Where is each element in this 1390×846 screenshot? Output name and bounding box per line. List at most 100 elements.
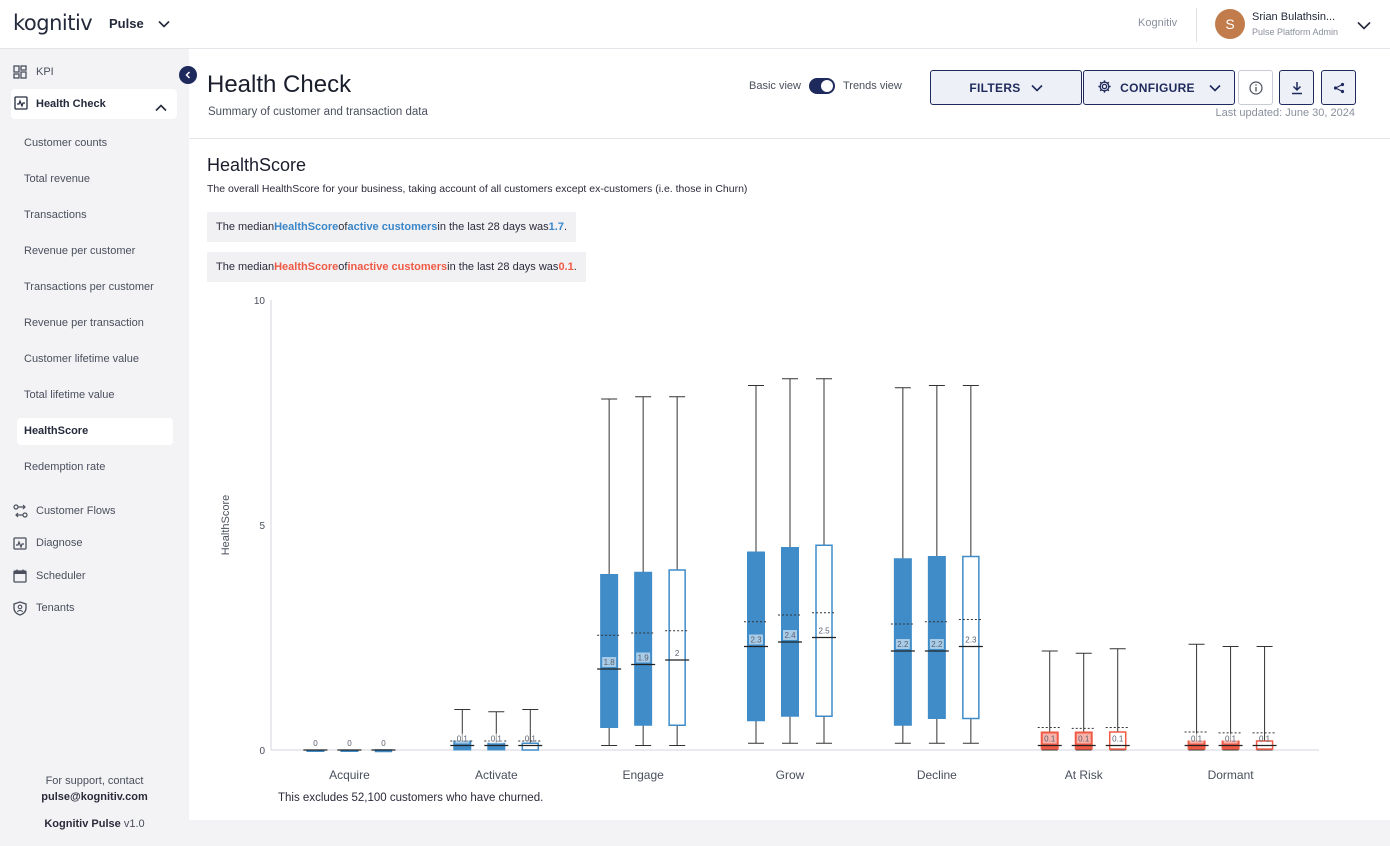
sidebar-item-label: Scheduler bbox=[36, 570, 86, 582]
chevron-down-icon bbox=[158, 16, 170, 31]
sidebar-item-scheduler[interactable]: Scheduler bbox=[12, 568, 86, 584]
sidebar-item-diagnose[interactable]: Diagnose bbox=[12, 535, 82, 551]
sidebar-subitem[interactable]: Redemption rate bbox=[24, 461, 106, 473]
download-icon bbox=[1291, 81, 1302, 94]
section-title: HealthScore bbox=[207, 155, 307, 175]
support-email-link[interactable]: pulse@kognitiv.com bbox=[41, 791, 148, 803]
download-button[interactable] bbox=[1279, 70, 1314, 105]
sidebar-subitem[interactable]: Total revenue bbox=[24, 173, 91, 185]
median-label: 0.1 bbox=[491, 735, 503, 744]
sidebar-item-kpi[interactable]: KPI bbox=[12, 64, 54, 80]
sidebar-subitem[interactable]: Total lifetime value bbox=[24, 389, 115, 401]
dashboard-icon bbox=[12, 64, 28, 80]
sidebar-item-label: Customer Flows bbox=[36, 505, 116, 517]
median-label: 1.9 bbox=[638, 654, 650, 663]
sidebar-item-health-check[interactable]: Health Check bbox=[11, 89, 177, 119]
configure-button[interactable]: CONFIGURE bbox=[1083, 70, 1235, 105]
x-tick-label: Engage bbox=[622, 768, 664, 782]
sidebar-subitem[interactable]: Revenue per customer bbox=[24, 245, 136, 257]
median-label: 2.5 bbox=[818, 627, 830, 636]
box-filled bbox=[600, 574, 619, 728]
product-version: Kognitiv Pulse v1.0 bbox=[0, 818, 189, 830]
sidebar-subitem[interactable]: Transactions per customer bbox=[24, 281, 154, 293]
avatar[interactable]: S bbox=[1215, 9, 1245, 39]
shield-user-icon bbox=[12, 600, 28, 616]
median-label-bg bbox=[489, 733, 504, 744]
view-toggle[interactable]: Basic view Trends view bbox=[749, 78, 902, 94]
sidebar-item-label: Diagnose bbox=[36, 537, 83, 549]
sidebar-subitem[interactable]: Customer counts bbox=[24, 137, 108, 149]
median-label-bg bbox=[1042, 733, 1057, 744]
box-filled bbox=[487, 742, 506, 751]
share-button[interactable] bbox=[1321, 70, 1356, 105]
filters-label: FILTERS bbox=[969, 80, 1021, 95]
top-bar: kognitiv Pulse Kognitiv S Srian Bulathsi… bbox=[0, 0, 1390, 49]
median-label: 0.1 bbox=[1112, 735, 1124, 744]
share-icon bbox=[1333, 82, 1344, 93]
info-icon bbox=[1248, 80, 1263, 95]
median-label-bg bbox=[1076, 733, 1091, 744]
sidebar-item-customer-flows[interactable]: Customer Flows bbox=[12, 503, 115, 519]
box-outline bbox=[815, 544, 833, 717]
x-tick-label: Decline bbox=[917, 768, 957, 782]
sidebar-subitem[interactable]: Customer lifetime value bbox=[24, 353, 139, 365]
sidebar-item-label: KPI bbox=[36, 66, 54, 78]
collapse-sidebar-button[interactable] bbox=[179, 66, 197, 84]
inactive-median-callout: The median HealthScore of inactive custo… bbox=[207, 252, 586, 282]
median-label-bg bbox=[455, 733, 470, 744]
sidebar-item-tenants[interactable]: Tenants bbox=[12, 600, 75, 616]
kognitiv-logo[interactable]: kognitiv bbox=[13, 11, 93, 35]
chevron-left-icon bbox=[185, 71, 191, 79]
info-button[interactable] bbox=[1238, 70, 1273, 105]
sidebar-subitem[interactable]: Revenue per transaction bbox=[24, 317, 144, 329]
section-description: The overall HealthScore for your busines… bbox=[207, 183, 748, 195]
sidebar-item-label: Tenants bbox=[36, 602, 75, 614]
box-outline bbox=[668, 569, 686, 726]
app-name: Pulse bbox=[109, 16, 144, 31]
median-label-bg bbox=[1189, 733, 1204, 744]
active-median-callout: The median HealthScore of active custome… bbox=[207, 212, 577, 242]
median-label-bg bbox=[929, 639, 944, 649]
sidebar-subitem[interactable]: Transactions bbox=[24, 209, 87, 221]
median-label: 0 bbox=[347, 739, 352, 748]
y-axis-label: HealthScore bbox=[220, 495, 232, 556]
median-label-bg bbox=[636, 652, 651, 663]
median-label: 0 bbox=[313, 739, 318, 748]
y-tick-label: 5 bbox=[259, 521, 265, 532]
median-label: 0.1 bbox=[525, 735, 537, 744]
chevron-down-icon bbox=[1209, 81, 1221, 95]
gear-icon bbox=[1097, 79, 1112, 97]
chevron-down-icon bbox=[1031, 81, 1043, 95]
box-outline bbox=[1108, 731, 1127, 750]
divider bbox=[1196, 8, 1197, 42]
median-label: 2 bbox=[675, 649, 680, 658]
footer-band bbox=[189, 820, 1390, 846]
median-label: 2.4 bbox=[784, 631, 796, 640]
trends-view-label: Trends view bbox=[842, 80, 902, 92]
user-role: Pulse Platform Admin bbox=[1252, 27, 1339, 37]
churn-footnote: This excludes 52,100 customers who have … bbox=[278, 792, 544, 804]
median-label: 2.2 bbox=[931, 640, 943, 649]
median-label: 0.1 bbox=[1078, 735, 1090, 744]
median-label-bg bbox=[783, 630, 797, 640]
x-tick-label: At Risk bbox=[1065, 768, 1104, 782]
box-outline bbox=[521, 742, 540, 751]
user-name[interactable]: Srian Bulathsin... bbox=[1252, 11, 1336, 23]
app-switcher[interactable]: Pulse bbox=[109, 16, 170, 31]
median-label: 0.1 bbox=[1191, 735, 1203, 744]
x-tick-label: Activate bbox=[475, 768, 518, 782]
filters-button[interactable]: FILTERS bbox=[930, 70, 1082, 105]
median-label: 0.1 bbox=[1225, 735, 1237, 744]
version-label: v1.0 bbox=[123, 818, 145, 830]
chevron-down-icon[interactable] bbox=[1357, 17, 1371, 35]
healthscore-boxplot: 0 5 10 HealthScore Acquire 0 0 0 Activate 0.1 0.1 0… bbox=[220, 296, 1319, 782]
median-label-bg bbox=[895, 639, 910, 649]
tenant-name[interactable]: Kognitiv bbox=[1138, 17, 1178, 29]
median-label: 2.3 bbox=[965, 636, 977, 645]
median-label: 2.2 bbox=[897, 640, 909, 649]
flow-icon bbox=[12, 503, 28, 519]
median-label: 0.1 bbox=[1259, 735, 1271, 744]
view-toggle-switch[interactable] bbox=[808, 78, 835, 94]
sidebar-subitem-active[interactable]: HealthScore bbox=[17, 418, 173, 445]
calendar-icon bbox=[12, 568, 28, 584]
